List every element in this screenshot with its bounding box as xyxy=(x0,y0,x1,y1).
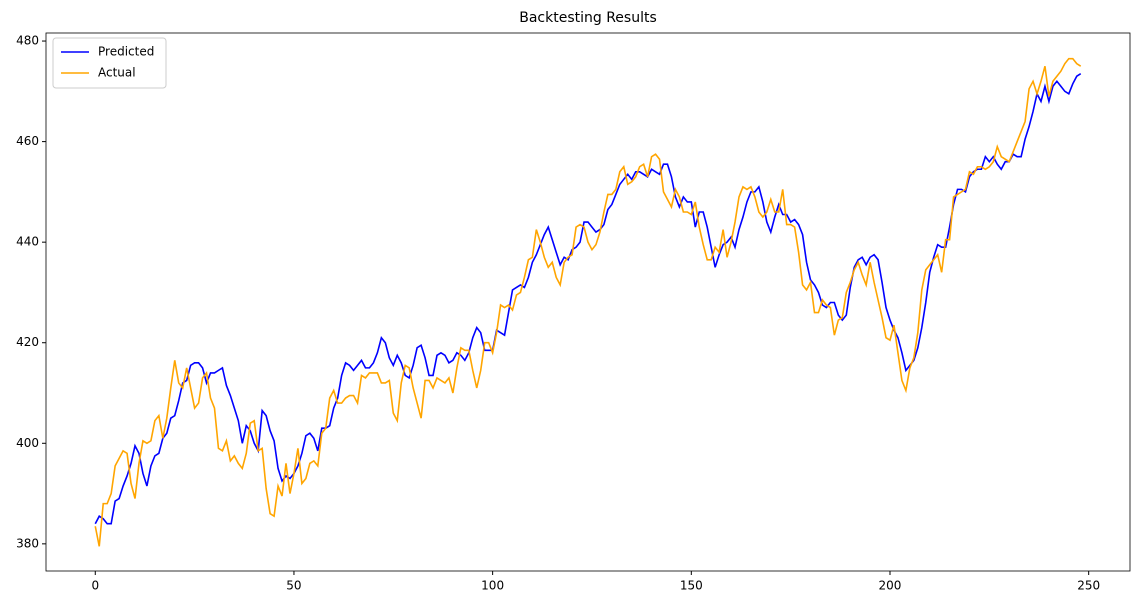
line-series xyxy=(94,73,1082,525)
y-tick-label: 420 xyxy=(16,335,39,349)
y-tick-label: 480 xyxy=(16,34,39,48)
x-tick-label: 0 xyxy=(91,579,99,593)
x-tick-label: 100 xyxy=(481,579,504,593)
legend-label: Predicted xyxy=(98,45,154,59)
y-tick-label: 380 xyxy=(16,536,39,550)
line-series xyxy=(94,57,1082,547)
x-tick-label: 150 xyxy=(680,579,703,593)
legend-label: Actual xyxy=(98,66,136,80)
legend-box xyxy=(52,37,167,89)
y-tick-label: 440 xyxy=(16,235,39,249)
plot-frame xyxy=(45,32,1131,572)
chart-title: Backtesting Results xyxy=(519,10,657,26)
x-tick-label: 50 xyxy=(286,579,301,593)
y-tick-label: 460 xyxy=(16,134,39,148)
y-tick-label: 400 xyxy=(16,436,39,450)
x-tick-label: 250 xyxy=(1077,579,1100,593)
x-tick-label: 200 xyxy=(879,579,902,593)
